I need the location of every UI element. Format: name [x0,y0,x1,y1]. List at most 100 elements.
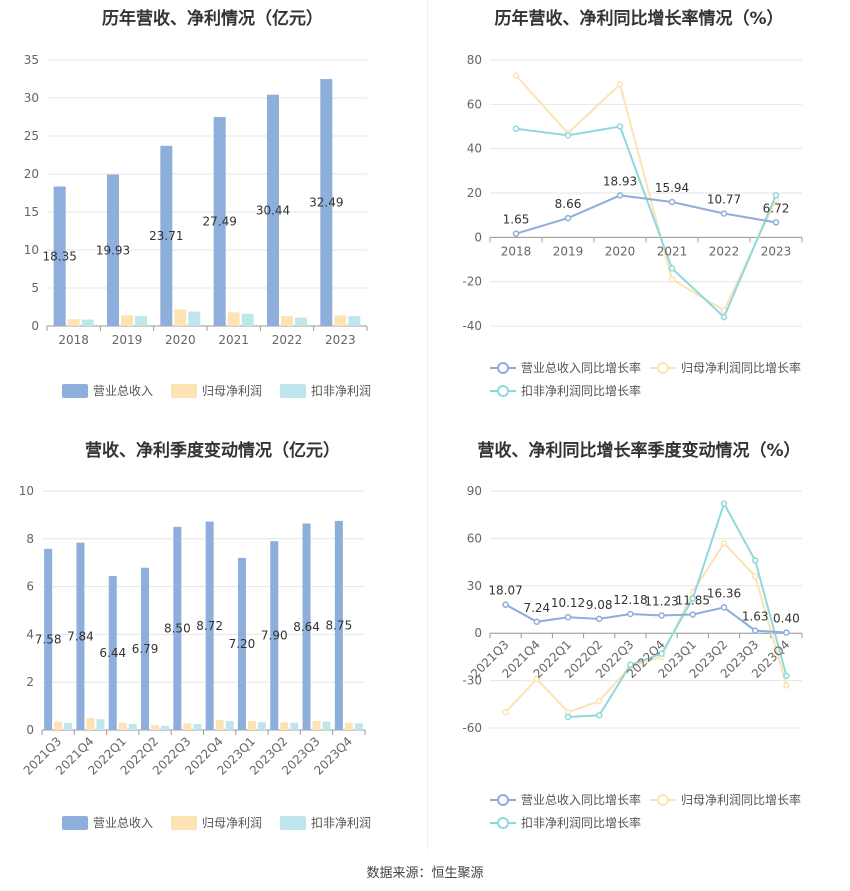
bar-deducted-net-profit [193,724,202,730]
point-deducted-np-growth [616,123,624,130]
data-label: 10.77 [707,192,741,206]
x-tick-label: 2022 [272,333,303,347]
series-line-revenue-growth [515,194,777,235]
data-label: 18.35 [42,249,76,263]
bar-deducted-net-profit [161,725,170,730]
bar-revenue [302,523,311,730]
data-label: 11.85 [676,593,710,607]
bar-deducted-net-profit [322,721,331,730]
y-tick-label: 40 [467,142,482,156]
legend-label: 归母净利润 [202,816,262,830]
bar-revenue [107,174,119,326]
bar-deducted-net-profit [128,724,137,730]
y-tick-label: 0 [474,626,482,640]
legend-swatch [280,816,306,830]
chart-canvas: -60 -30 0 30 60 90 18.077.24 10.12 9.08 12.1811.2… [462,484,803,830]
point-deducted-np-growth [595,712,603,719]
x-tick-label: 2023 [325,333,356,347]
point-revenue-growth [720,210,728,217]
point-revenue-growth [616,192,624,199]
bar-parent-net-profit [86,718,95,730]
x-tick-label: 2018 [58,333,89,347]
y-tick-label: 60 [467,97,482,111]
point-parent-np-growth [533,675,541,683]
y-tick-label: 90 [467,484,482,498]
data-label: 10.12 [551,596,585,610]
legend-swatch-marker [497,362,509,374]
legend-swatch-marker [497,794,509,806]
bar-parent-net-profit [312,720,321,730]
data-label: 32.49 [309,196,343,210]
y-tick-label: 80 [467,53,482,67]
legend-swatch [62,816,88,830]
bar-parent-net-profit [247,720,256,730]
bar-revenue [160,145,173,326]
bar-parent-net-profit [215,719,224,730]
legend-label: 扣非净利润同比增长率 [521,383,641,398]
point-parent-np-growth [512,72,520,79]
point-parent-np-growth [616,81,624,88]
chart-canvas: -40 -20 0 20 40 60 80 1.65 8.66 18.93 15.94 10.77 6.… [462,53,803,398]
data-label: 19.93 [96,243,130,257]
data-label: 8.75 [325,618,352,632]
bar-deducted-net-profit [354,723,363,730]
y-tick-label: -20 [462,275,482,289]
point-deducted-np-growth [512,125,520,132]
legend-swatch [280,384,306,398]
legend-label: 营业总收入 [93,384,153,398]
data-label: 0.40 [773,612,800,626]
point-revenue-growth [751,627,759,634]
bar-revenue [76,542,85,730]
legend-swatch [171,384,197,398]
data-label: 18.07 [488,584,522,598]
data-label: 9.08 [586,598,613,612]
data-label: 7.58 [35,632,62,646]
bar-parent-net-profit [118,722,127,730]
y-tick-label: 35 [24,53,39,67]
bar-deducted-net-profit [225,720,234,730]
point-parent-np-growth [595,697,603,705]
point-deducted-np-growth [720,500,728,507]
chart-canvas: 0 5 10 15 20 25 30 35 18.35 19.93 23.71 27.49 30.44 3… [24,53,371,398]
y-tick-label: 20 [24,167,39,181]
y-tick-label: 0 [31,319,39,333]
bar-revenue [267,94,279,326]
x-tick-label: 2019 [112,333,143,347]
chart-title: 历年营收、净利情况（亿元） [102,9,323,29]
data-label: 7.84 [67,629,94,643]
bar-revenue [213,117,226,327]
annual-growth-rate-chart: 历年营收、净利同比增长率情况（%） -40 -20 0 20 40 60 80 1.65 8.6… [428,0,850,410]
legend-swatch [171,816,197,830]
y-tick-label: -30 [462,674,482,688]
bar-revenue [173,526,182,730]
point-parent-np-growth [783,682,790,689]
point-revenue-growth [595,615,603,623]
bar-parent-net-profit [151,725,160,730]
data-label: 6.44 [99,646,126,660]
legend-label: 扣非净利润 [311,384,371,398]
quarterly-growth-rate-chart: 营收、净利同比增长率季度变动情况（%） -60 -30 0 30 60 90 18.07 7.… [428,430,850,850]
bar-revenue [237,557,246,730]
series-line-parent-np-growth [504,541,788,714]
bar-revenue [53,186,66,326]
data-label: 8.66 [555,197,582,211]
quarterly-revenue-profit-chart: 营收、净利季度变动情况（亿元） 0 2 4 6 8 10 7.58 7.84 6.44 6.79 8… [0,430,425,850]
point-deducted-np-growth [564,713,572,721]
x-tick-label: 2020 [165,333,196,347]
y-tick-label: 25 [24,129,39,143]
data-label: 11.23 [644,594,678,608]
legend-swatch [62,384,88,398]
y-tick-label: 10 [19,484,34,498]
data-label: 1.63 [742,610,769,624]
bar-deducted-net-profit [135,316,147,326]
y-tick-label: -60 [462,721,482,735]
point-deducted-np-growth [658,650,665,657]
bar-parent-net-profit [227,312,240,326]
y-tick-label: 30 [467,579,482,593]
bar-deducted-net-profit [257,722,266,730]
legend-label: 归母净利润同比增长率 [681,360,801,375]
series-line-deducted-np-growth [567,501,788,718]
bar-deducted-net-profit [290,722,299,730]
legend-label: 营业总收入同比增长率 [521,792,641,807]
legend-label: 营业总收入同比增长率 [521,360,641,375]
